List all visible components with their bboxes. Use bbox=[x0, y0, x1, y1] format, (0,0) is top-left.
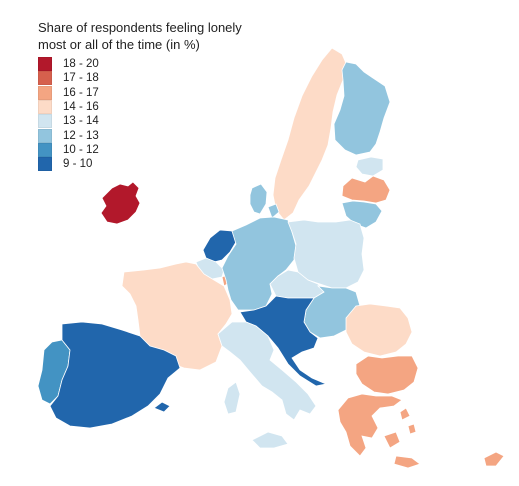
region-finland[interactable] bbox=[333, 61, 391, 156]
region-ireland[interactable] bbox=[100, 181, 141, 225]
region-romania[interactable] bbox=[345, 303, 413, 357]
legend-swatch bbox=[38, 128, 52, 143]
legend-item: 14 - 16 bbox=[38, 100, 99, 115]
legend-item: 13 - 14 bbox=[38, 114, 99, 129]
region-latvia[interactable] bbox=[341, 175, 391, 204]
region-cyprus[interactable] bbox=[483, 451, 505, 467]
legend-swatch bbox=[38, 157, 52, 172]
legend-item: 16 - 17 bbox=[38, 85, 99, 100]
legend-item: 10 - 12 bbox=[38, 142, 99, 157]
legend-item: 18 - 20 bbox=[38, 57, 99, 72]
region-austria-slovenia-croatia[interactable] bbox=[239, 295, 328, 387]
region-germany[interactable] bbox=[221, 216, 297, 311]
region-poland[interactable] bbox=[287, 219, 365, 289]
legend-label: 14 - 16 bbox=[63, 101, 99, 114]
legend-label: 17 - 18 bbox=[63, 72, 99, 85]
legend-item: 17 - 18 bbox=[38, 71, 99, 86]
legend-label: 12 - 13 bbox=[63, 129, 99, 142]
legend-label: 13 - 14 bbox=[63, 115, 99, 128]
legend-label: 18 - 20 bbox=[63, 58, 99, 71]
region-spain[interactable] bbox=[49, 321, 181, 429]
legend-label: 16 - 17 bbox=[63, 86, 99, 99]
region-estonia[interactable] bbox=[355, 156, 384, 177]
legend-item: 9 - 10 bbox=[38, 157, 99, 172]
legend-label: 10 - 12 bbox=[63, 143, 99, 156]
legend: 18 - 20 17 - 18 16 - 17 14 - 16 13 - 14 … bbox=[38, 57, 99, 172]
legend-swatch bbox=[38, 85, 52, 100]
legend-title-line-2: most or all of the time (in %) bbox=[38, 37, 200, 52]
region-sweden[interactable] bbox=[272, 47, 349, 221]
legend-swatch bbox=[38, 114, 52, 129]
region-greece[interactable] bbox=[337, 393, 421, 469]
legend-title: Share of respondents feeling lonely most… bbox=[38, 19, 242, 53]
legend-swatch bbox=[38, 100, 52, 115]
legend-title-line-1: Share of respondents feeling lonely bbox=[38, 20, 242, 35]
legend-item: 12 - 13 bbox=[38, 128, 99, 143]
legend-swatch bbox=[38, 57, 52, 72]
legend-swatch bbox=[38, 71, 52, 86]
region-denmark[interactable] bbox=[249, 183, 280, 219]
legend-swatch bbox=[38, 142, 52, 157]
region-bulgaria[interactable] bbox=[355, 355, 419, 395]
legend-label: 9 - 10 bbox=[63, 158, 93, 171]
region-italy[interactable] bbox=[217, 321, 317, 449]
